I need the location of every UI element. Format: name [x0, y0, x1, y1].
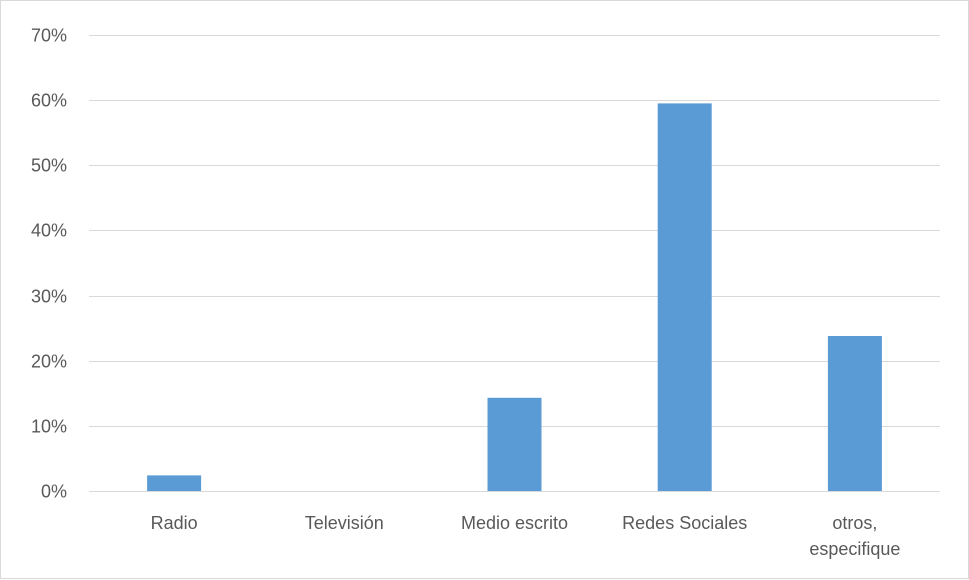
y-tick-label: 20%	[31, 352, 67, 372]
x-tick-label: Redes Sociales	[622, 513, 747, 533]
y-axis-tick-labels: 0% 10% 20% 30% 40% 50% 60% 70%	[31, 26, 67, 502]
bar-redes-sociales	[657, 103, 712, 492]
x-tick-label: especifique	[809, 539, 900, 559]
y-tick-label: 60%	[31, 91, 67, 111]
y-tick-label: 30%	[31, 287, 67, 307]
bar-medio-escrito	[487, 397, 542, 491]
y-tick-label: 70%	[31, 26, 67, 46]
x-tick-label: Televisión	[305, 513, 384, 533]
y-tick-label: 0%	[41, 482, 67, 502]
bar-radio	[147, 475, 202, 491]
x-tick-label: otros,	[832, 513, 877, 533]
x-tick-label: Radio	[151, 513, 198, 533]
bar-otros-especifique	[827, 336, 882, 491]
bars	[147, 103, 882, 492]
y-tick-label: 40%	[31, 221, 67, 241]
x-axis-category-labels: Radio Televisión Medio escrito Redes Social…	[151, 513, 901, 559]
gridlines	[89, 35, 940, 492]
y-tick-label: 50%	[31, 156, 67, 176]
x-tick-label: Medio escrito	[461, 513, 568, 533]
y-tick-label: 10%	[31, 417, 67, 437]
